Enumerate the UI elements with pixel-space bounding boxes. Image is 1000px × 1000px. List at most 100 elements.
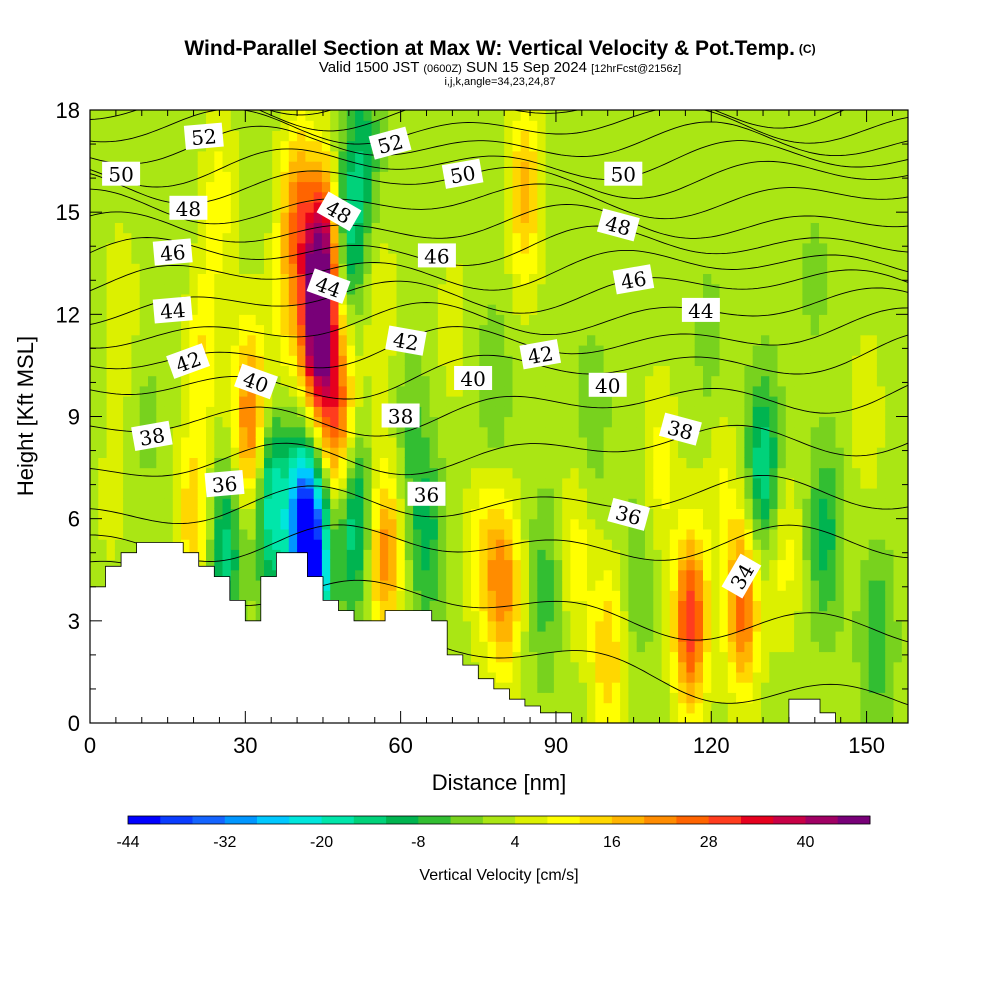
velocity-cell <box>769 355 779 366</box>
velocity-cell <box>495 263 505 274</box>
velocity-cell <box>752 539 762 550</box>
velocity-cell <box>413 590 422 601</box>
velocity-cell <box>255 549 265 561</box>
velocity-cell <box>330 477 340 489</box>
velocity-cell <box>181 467 190 479</box>
velocity-cell <box>578 181 588 193</box>
velocity-cell <box>446 212 456 223</box>
velocity-cell <box>222 283 232 295</box>
velocity-cell <box>379 222 389 234</box>
velocity-cell <box>694 150 704 162</box>
velocity-cell <box>719 508 729 520</box>
velocity-cell <box>703 324 712 336</box>
velocity-cell <box>570 641 580 653</box>
velocity-cell <box>495 191 505 203</box>
velocity-cell <box>330 150 340 162</box>
velocity-cell <box>520 273 530 285</box>
velocity-cell <box>761 528 770 540</box>
velocity-cell <box>578 467 588 479</box>
velocity-cell <box>172 181 182 193</box>
velocity-cell <box>595 528 605 540</box>
velocity-cell <box>761 140 770 152</box>
velocity-cell <box>297 518 306 530</box>
velocity-cell <box>512 242 522 254</box>
velocity-cell <box>454 498 464 509</box>
velocity-cell <box>512 263 522 274</box>
velocity-cell <box>628 355 638 366</box>
velocity-cell <box>429 110 439 121</box>
velocity-cell <box>769 110 779 121</box>
velocity-cell <box>189 518 199 530</box>
velocity-cell <box>139 181 149 193</box>
velocity-cell <box>479 120 489 131</box>
velocity-cell <box>338 161 348 172</box>
velocity-cell <box>181 488 190 499</box>
velocity-cell <box>661 712 671 723</box>
velocity-cell <box>769 375 779 387</box>
velocity-cell <box>661 610 671 622</box>
velocity-cell <box>661 130 671 142</box>
velocity-cell <box>131 416 141 428</box>
velocity-cell <box>694 242 704 254</box>
velocity-cell <box>645 130 654 142</box>
velocity-cell <box>280 477 290 489</box>
velocity-cell <box>752 671 762 683</box>
velocity-cell <box>562 682 572 693</box>
velocity-cell <box>297 293 306 305</box>
velocity-cell <box>313 355 323 366</box>
velocity-cell <box>247 181 257 193</box>
velocity-cell <box>529 120 538 131</box>
velocity-cell <box>711 518 721 530</box>
velocity-cell <box>114 385 124 397</box>
velocity-cell <box>429 610 439 622</box>
velocity-cell <box>653 212 663 223</box>
velocity-cell <box>437 222 447 234</box>
velocity-cell <box>272 477 282 489</box>
velocity-cell <box>686 334 696 346</box>
velocity-cell <box>321 253 331 264</box>
velocity-cell <box>272 140 282 152</box>
velocity-cell <box>239 150 248 162</box>
velocity-cell <box>504 293 514 305</box>
velocity-cell <box>487 242 497 254</box>
velocity-cell <box>247 426 257 438</box>
velocity-cell <box>98 580 108 591</box>
velocity-cell <box>736 242 745 254</box>
velocity-cell <box>653 273 663 285</box>
velocity-cell <box>761 242 770 254</box>
velocity-cell <box>471 498 480 509</box>
velocity-cell <box>123 232 132 244</box>
velocity-cell <box>437 590 447 601</box>
velocity-cell <box>611 671 621 683</box>
velocity-cell <box>669 712 679 723</box>
velocity-cell <box>520 130 530 142</box>
velocity-cell <box>694 590 704 601</box>
velocity-cell <box>669 140 679 152</box>
velocity-cell <box>529 385 538 397</box>
velocity-cell <box>752 406 762 418</box>
velocity-cell <box>454 334 464 346</box>
velocity-cell <box>297 283 306 295</box>
velocity-cell <box>305 171 315 183</box>
velocity-cell <box>396 508 406 520</box>
velocity-cell <box>413 201 422 213</box>
velocity-cell <box>545 253 555 264</box>
velocity-cell <box>711 447 721 458</box>
velocity-cell <box>578 702 588 714</box>
velocity-cell <box>172 150 182 162</box>
velocity-cell <box>437 396 447 407</box>
velocity-cell <box>611 518 621 530</box>
velocity-cell <box>752 263 762 274</box>
velocity-cell <box>114 528 124 540</box>
velocity-cell <box>471 314 480 326</box>
velocity-cell <box>471 191 480 203</box>
velocity-cell <box>148 508 157 520</box>
velocity-cell <box>164 508 174 520</box>
velocity-cell <box>694 324 704 336</box>
velocity-cell <box>479 436 489 448</box>
velocity-cell <box>669 467 679 479</box>
velocity-cell <box>388 498 398 509</box>
velocity-cell <box>288 385 298 397</box>
velocity-cell <box>661 273 671 285</box>
velocity-cell <box>545 488 555 499</box>
